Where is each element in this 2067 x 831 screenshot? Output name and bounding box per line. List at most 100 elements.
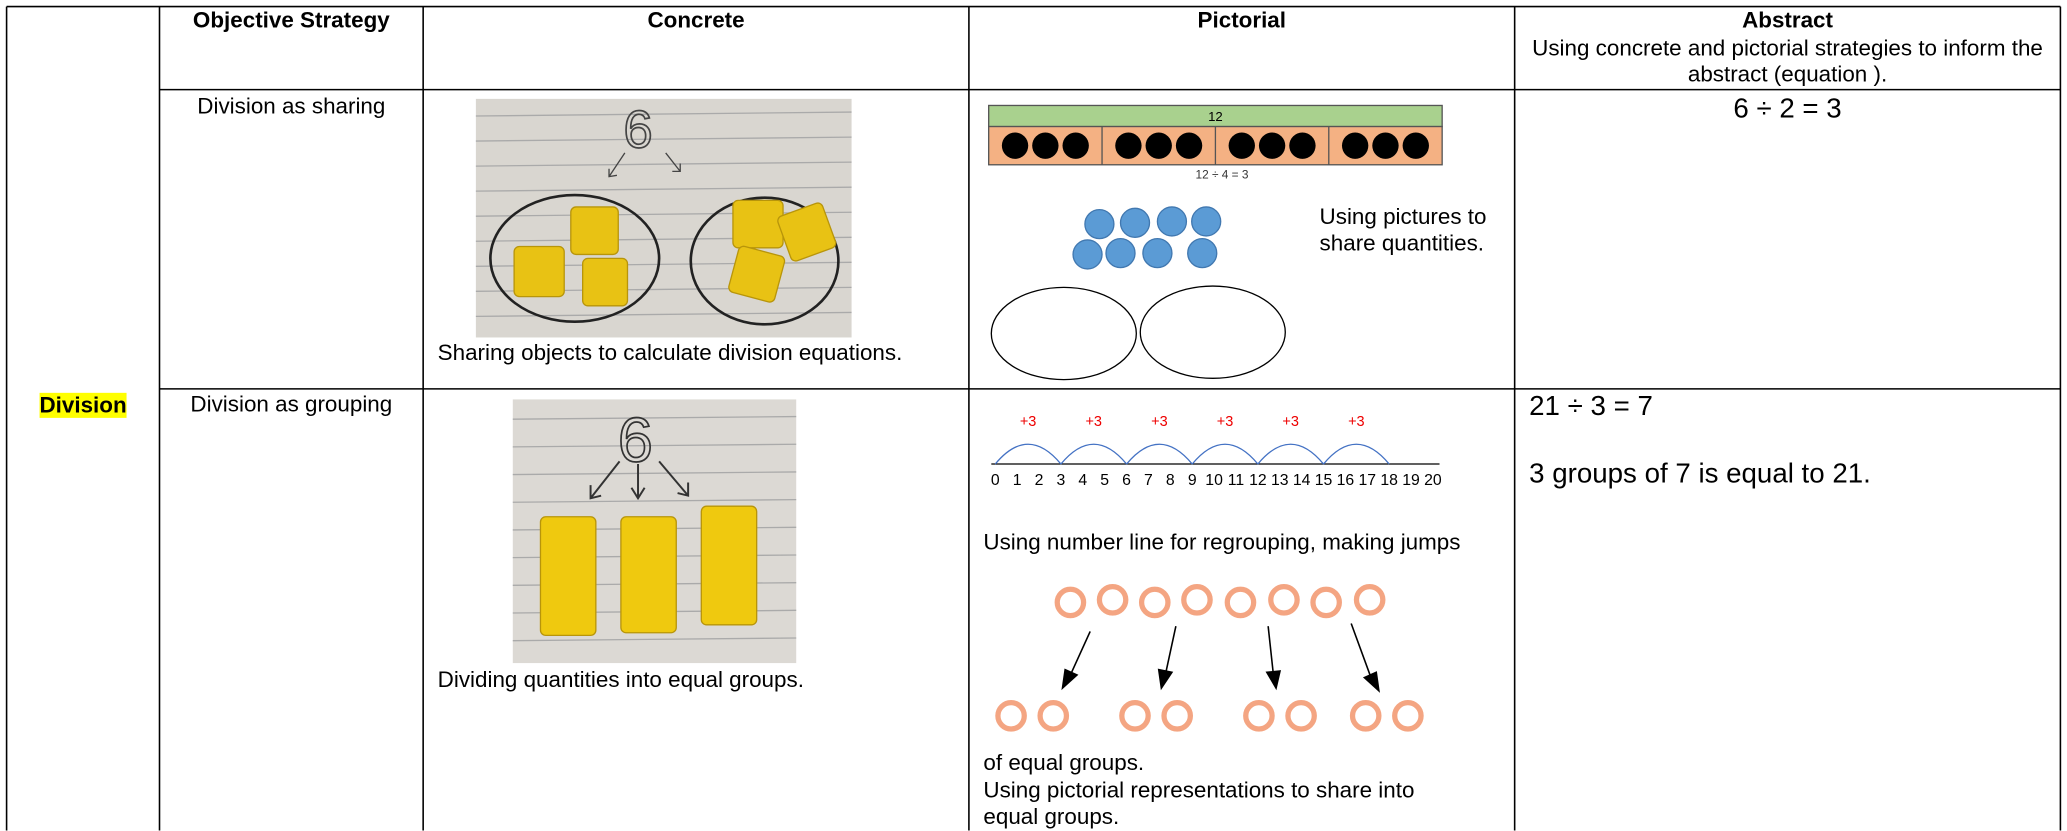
blob <box>1105 237 1136 269</box>
jump-label: +3 <box>1085 414 1102 430</box>
blob <box>1119 207 1151 238</box>
ring <box>1138 586 1171 619</box>
number-line-label: 8 <box>1166 472 1175 489</box>
jump-arc <box>1126 443 1193 465</box>
counter <box>1145 132 1172 159</box>
pictorial-caption: Using number line for regrouping, making… <box>983 529 1461 555</box>
pictorial-caption: Using pictures to share quantities. <box>1319 204 1487 256</box>
photo-arrows <box>608 152 681 178</box>
photo-arrows <box>589 460 690 501</box>
ring <box>1037 699 1070 732</box>
sharing-circle <box>1139 285 1286 379</box>
jump-arc <box>1323 443 1390 465</box>
counter <box>1228 132 1255 159</box>
blob <box>1191 206 1222 237</box>
blob <box>1156 206 1188 237</box>
jump-arc <box>1257 443 1325 465</box>
photo-digit: 6 <box>623 101 652 160</box>
ring <box>1096 583 1129 616</box>
number-line-label: 0 <box>991 472 1000 489</box>
column-subtitle: Using concrete and pictorial strategies … <box>1532 35 2043 88</box>
counter <box>1372 132 1399 159</box>
pictorial-caption: Using pictorial representations to share… <box>983 777 1415 830</box>
paper-line <box>512 415 797 420</box>
counter <box>1402 132 1429 159</box>
paper-line <box>475 136 852 142</box>
counter <box>1258 132 1286 159</box>
number-line-label: 1 <box>1013 472 1022 489</box>
paper-line <box>475 186 852 192</box>
blob <box>1072 239 1103 270</box>
counter <box>1001 132 1029 159</box>
bar-total: 12 <box>1208 109 1223 124</box>
number-line-label: 13 <box>1271 472 1289 489</box>
section-label-wrap: Division <box>7 392 160 419</box>
strategy: Division as grouping <box>190 391 393 417</box>
number-line-label: 9 <box>1188 472 1197 489</box>
sharing-circle <box>990 286 1137 381</box>
photo-cubes <box>513 199 837 307</box>
counter <box>1289 132 1316 159</box>
photo-circle <box>689 196 840 326</box>
abstract-sentence: 3 groups of 7 is equal to 21. <box>1529 458 1871 490</box>
paper-line <box>475 111 852 117</box>
paper-line <box>475 161 852 167</box>
number-line-label: 11 <box>1228 472 1245 489</box>
ring <box>1054 586 1087 619</box>
number-line-label: 6 <box>1122 472 1131 489</box>
ring <box>1353 583 1386 616</box>
ring <box>1268 583 1300 616</box>
number-line-label: 4 <box>1078 472 1087 489</box>
blob <box>1084 208 1115 240</box>
counter <box>1341 132 1369 159</box>
jump-label: +3 <box>1020 414 1037 430</box>
photo-circle <box>489 193 661 323</box>
number-line-label: 3 <box>1057 472 1066 489</box>
blob <box>1142 237 1173 269</box>
photo-digit: 6 <box>618 405 653 475</box>
column-header: Pictorial <box>1197 7 1287 33</box>
ring <box>1161 699 1194 732</box>
number-line-label: 16 <box>1337 472 1355 489</box>
counter <box>1115 132 1142 159</box>
photo-sharing: 6 <box>475 98 852 338</box>
paper-line <box>512 498 797 503</box>
grouping-arrows <box>1061 623 1380 693</box>
number-line-label: 5 <box>1100 472 1109 489</box>
column-header: Abstract <box>1742 7 1833 33</box>
blob <box>1187 237 1218 269</box>
paper-line <box>512 443 797 448</box>
concrete-caption: Dividing quantities into equal groups. <box>437 667 804 693</box>
bar-equation: 12 ÷ 4 = 3 <box>1196 167 1249 181</box>
section-label: Division <box>39 392 127 418</box>
column-header: Objective Strategy <box>192 7 390 33</box>
number-line-label: 10 <box>1205 472 1223 489</box>
counter <box>1032 132 1059 159</box>
photo-cubes <box>539 505 758 637</box>
ring <box>1392 699 1424 732</box>
counter <box>1062 132 1089 159</box>
ring <box>1181 583 1213 616</box>
jump-arc <box>1060 443 1128 465</box>
ring <box>1243 699 1275 732</box>
number-line-label: 12 <box>1249 472 1267 489</box>
pictorial-caption: of equal groups. <box>983 750 1145 776</box>
abstract-equation: 21 ÷ 3 = 7 <box>1529 391 1653 422</box>
paper-line <box>512 471 797 476</box>
ring <box>1224 586 1257 619</box>
paper-line <box>512 637 797 642</box>
ring <box>1285 699 1317 732</box>
number-line-label: 15 <box>1315 472 1333 489</box>
ring <box>1310 586 1342 619</box>
ring <box>1119 699 1151 732</box>
concrete-caption: Sharing objects to calculate division eq… <box>437 340 903 366</box>
ring <box>1349 699 1382 732</box>
number-line-label: 20 <box>1424 472 1442 489</box>
ring <box>995 699 1027 732</box>
jump-arc <box>1191 443 1259 465</box>
abstract-equation: 6 ÷ 2 = 3 <box>1733 93 1842 124</box>
number-line-label: 18 <box>1380 472 1398 489</box>
